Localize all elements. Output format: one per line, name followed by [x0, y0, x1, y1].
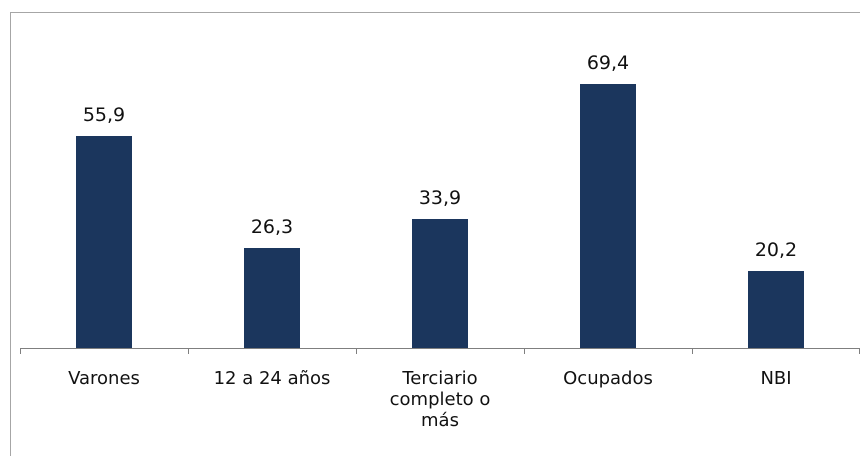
category-separator: [356, 348, 357, 354]
bar: [580, 84, 636, 348]
x-axis-line: [20, 348, 860, 349]
x-tick-label: Terciario completo o más: [389, 368, 491, 431]
value-label: 55,9: [82, 103, 126, 126]
x-tick-label: 12 a 24 años: [213, 368, 331, 389]
bar: [244, 248, 300, 348]
category-separator: [692, 348, 693, 354]
bar: [76, 135, 132, 348]
category-separator: [188, 348, 189, 354]
bar: [748, 271, 804, 348]
bar: [412, 219, 468, 348]
chart-frame: [10, 12, 860, 456]
x-tick-label: Ocupados: [563, 368, 653, 389]
x-tick-label: NBI: [760, 368, 792, 389]
category-separator: [20, 348, 21, 354]
value-label: 26,3: [250, 216, 294, 239]
value-label: 33,9: [418, 187, 462, 210]
category-separator: [524, 348, 525, 354]
value-label: 69,4: [586, 52, 630, 75]
x-tick-label: Varones: [68, 368, 140, 389]
value-label: 20,2: [754, 239, 798, 262]
